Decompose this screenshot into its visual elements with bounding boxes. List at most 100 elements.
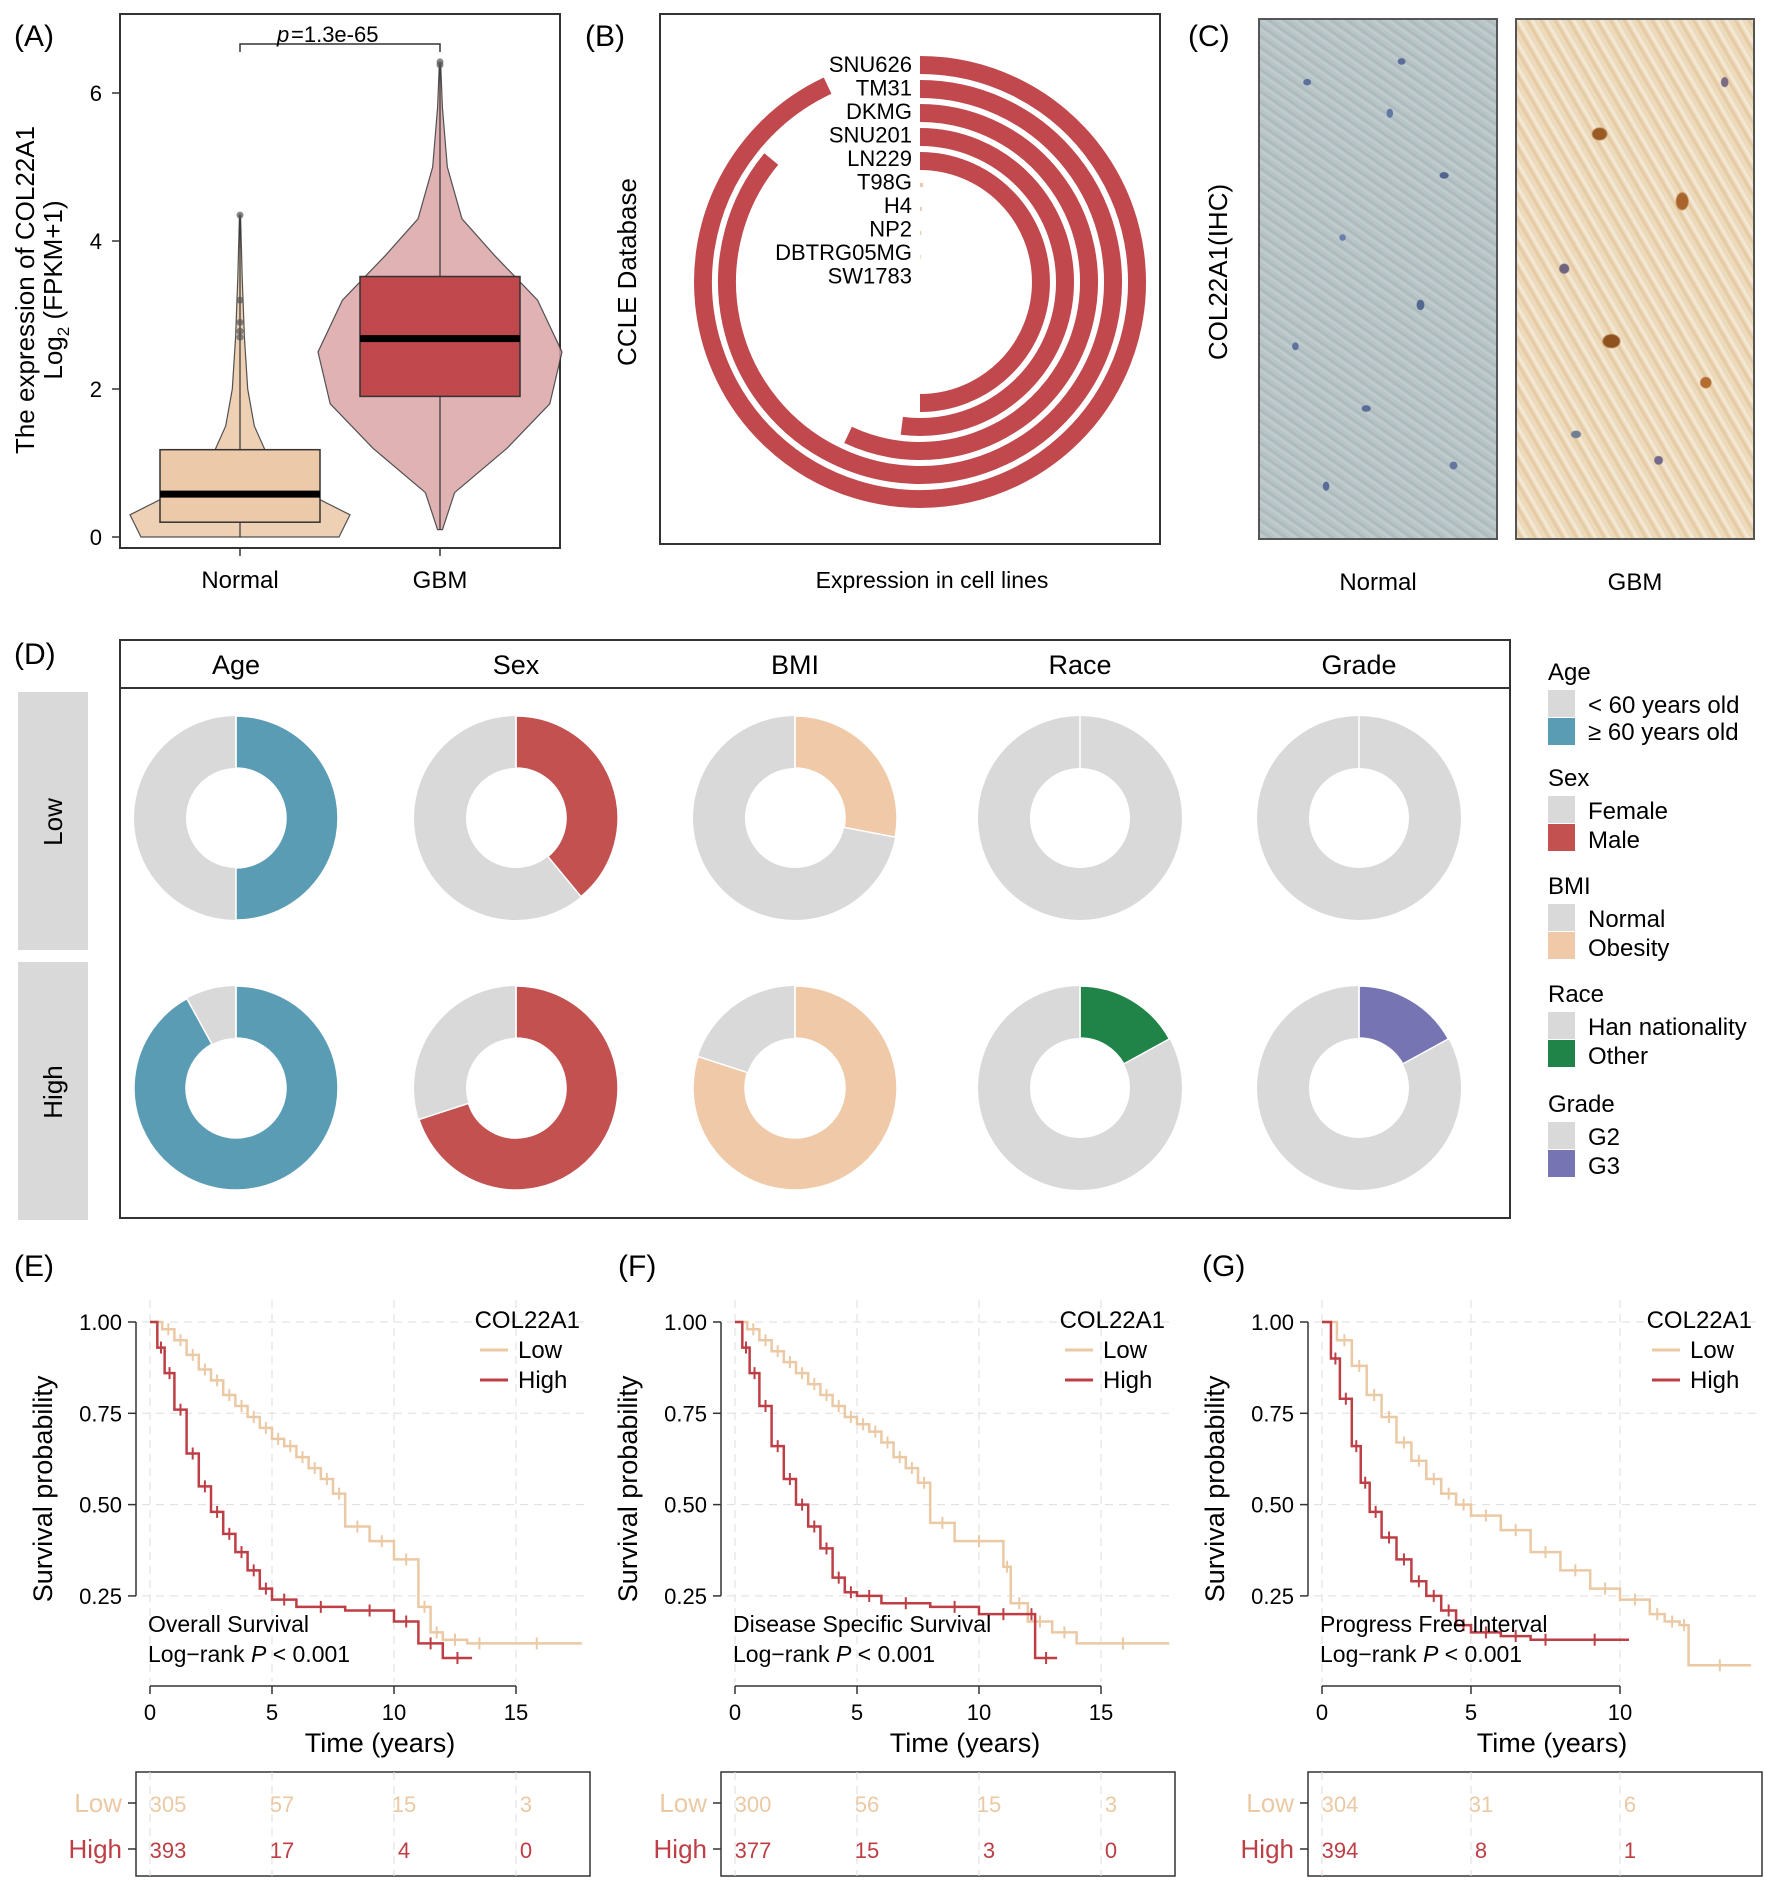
risk-table-frame xyxy=(1307,1771,1763,1877)
legend-swatch-male xyxy=(1548,824,1575,851)
y-axis-title: Survival probability xyxy=(613,1375,643,1602)
cell-line-label: NP2 xyxy=(869,217,912,242)
panel-d-legend: Age < 60 years old ≥ 60 years old Sex Fe… xyxy=(1548,659,1747,1180)
y-axis-title: Survival probability xyxy=(28,1375,58,1602)
x-tick-label: 10 xyxy=(1608,1700,1632,1725)
legend-item-female: Female xyxy=(1588,798,1668,825)
km-legend-item-low: Low xyxy=(1690,1337,1735,1364)
panel-label-g: (G) xyxy=(1202,1250,1245,1283)
km-legend-item-high: High xyxy=(1690,1367,1739,1394)
ihc-normal-image xyxy=(1258,18,1498,540)
column-header-race: Race xyxy=(1048,650,1111,680)
x-tick-label: 0 xyxy=(144,1700,156,1725)
km-logrank-text: Log−rank P < 0.001 xyxy=(148,1641,350,1667)
ihc-y-axis-title: COL22A1(IHC) xyxy=(1203,184,1233,360)
donut-low-age xyxy=(134,715,339,921)
ihc-label-normal: Normal xyxy=(1339,569,1416,596)
pvalue-label-p: p xyxy=(276,22,289,47)
x-tick-label: 10 xyxy=(382,1700,406,1725)
legend-title-bmi: BMI xyxy=(1548,873,1591,900)
km-endpoint-title: Overall Survival xyxy=(148,1611,309,1637)
x-axis-title: Time (years) xyxy=(890,1728,1041,1758)
km-legend-item-low: Low xyxy=(518,1337,563,1364)
survival-curve-low xyxy=(150,1320,582,1645)
legend-item-male: Male xyxy=(1588,827,1640,854)
x-axis-title: Time (years) xyxy=(1477,1728,1628,1758)
y-axis-title: Survival probability xyxy=(1200,1375,1230,1602)
y-tick-label: 0.50 xyxy=(1251,1493,1294,1518)
risk-count-high: 3 xyxy=(983,1838,995,1863)
significance-bracket xyxy=(239,43,441,52)
y-tick-label: 0.75 xyxy=(79,1401,122,1426)
risk-count-low: 300 xyxy=(735,1792,772,1817)
km-endpoint-title: Disease Specific Survival xyxy=(733,1611,991,1637)
y-axis-title-line2: Log2 (FPKM+1) xyxy=(38,200,73,379)
legend-swatch-han xyxy=(1548,1012,1575,1039)
km-logrank-text: Log−rank P < 0.001 xyxy=(733,1641,935,1667)
risk-count-high: 0 xyxy=(520,1838,532,1863)
x-tick-label: 0 xyxy=(1316,1700,1328,1725)
ccle-x-axis-title: Expression in cell lines xyxy=(816,567,1049,593)
risk-row-label-high: High xyxy=(1241,1834,1294,1864)
panel-label-c: (C) xyxy=(1188,20,1230,53)
y-tick-label: 2 xyxy=(90,377,102,402)
donut-slice-bmi xyxy=(692,985,898,1191)
legend-swatch-age-over60 xyxy=(1548,718,1575,745)
donut-slice-age xyxy=(235,715,339,921)
risk-count-high: 8 xyxy=(1475,1838,1487,1863)
legend-title-race: Race xyxy=(1548,981,1604,1008)
panel-g-km-chart: 0.25 0.50 0.75 1.00 0 5 10 Time (years) Survival… xyxy=(1200,1300,1763,1877)
risk-count-low: 3 xyxy=(520,1792,532,1817)
x-tick-label: 0 xyxy=(729,1700,741,1725)
cell-line-label: TM31 xyxy=(856,76,912,101)
column-header-age: Age xyxy=(212,650,260,680)
x-tick-label: 5 xyxy=(266,1700,278,1725)
y-tick-label: 0.75 xyxy=(664,1401,707,1426)
y-tick-label: 0 xyxy=(90,525,102,550)
risk-count-high: 4 xyxy=(398,1838,410,1863)
row-strip-low xyxy=(18,692,88,950)
panel-a-frame xyxy=(119,13,561,549)
donut-slice-grade xyxy=(1358,985,1450,1065)
legend-swatch-bmi-normal xyxy=(1548,904,1575,931)
outlier-point xyxy=(236,333,244,341)
outlier-point xyxy=(236,211,244,219)
outlier-point xyxy=(436,58,444,66)
risk-row-label-low: Low xyxy=(659,1788,707,1818)
x-tick-label: 15 xyxy=(1089,1700,1113,1725)
row-label-high: High xyxy=(38,1065,68,1118)
panel-label-f: (F) xyxy=(618,1250,656,1283)
donut-high-grade xyxy=(1257,985,1461,1190)
risk-table-frame xyxy=(720,1771,1176,1877)
legend-item-race-other: Other xyxy=(1588,1043,1648,1070)
cell-line-label: SNU201 xyxy=(829,123,912,148)
legend-item-g2: G2 xyxy=(1588,1124,1620,1151)
cell-line-label: T98G xyxy=(857,170,912,195)
risk-row-label-low: Low xyxy=(1246,1788,1294,1818)
cell-line-label: H4 xyxy=(884,193,912,218)
risk-count-low: 15 xyxy=(977,1792,1001,1817)
panel-label-a: (A) xyxy=(14,20,54,53)
panel-label-e: (E) xyxy=(14,1250,54,1283)
risk-count-low: 305 xyxy=(150,1792,187,1817)
risk-row-label-high: High xyxy=(654,1834,707,1864)
donut-high-bmi xyxy=(692,985,898,1191)
y-tick-label: 1.00 xyxy=(1251,1310,1294,1335)
risk-count-low: 304 xyxy=(1322,1792,1359,1817)
survival-curve-high xyxy=(735,1320,1058,1660)
y-tick-label: 6 xyxy=(90,81,102,106)
risk-row-label-high: High xyxy=(69,1834,122,1864)
donut-high-age xyxy=(133,985,339,1191)
x-tick-label: 10 xyxy=(967,1700,991,1725)
panel-f-km-chart: 0.25 0.50 0.75 1.00 0 5 10 15 Time (years) Surviv… xyxy=(613,1300,1176,1877)
x-tick-label: 5 xyxy=(1465,1700,1477,1725)
legend-item-g3: G3 xyxy=(1588,1153,1620,1180)
outlier-point xyxy=(236,327,244,335)
km-legend-item-low: Low xyxy=(1103,1337,1148,1364)
panel-d-donut-grid: Low High Age Sex BMI Race Grade Age < 60… xyxy=(18,639,1747,1220)
cell-line-label: DKMG xyxy=(846,99,912,124)
legend-title-age: Age xyxy=(1548,659,1591,686)
risk-count-low: 6 xyxy=(1624,1792,1636,1817)
radial-bar-tm31 xyxy=(718,80,1122,484)
